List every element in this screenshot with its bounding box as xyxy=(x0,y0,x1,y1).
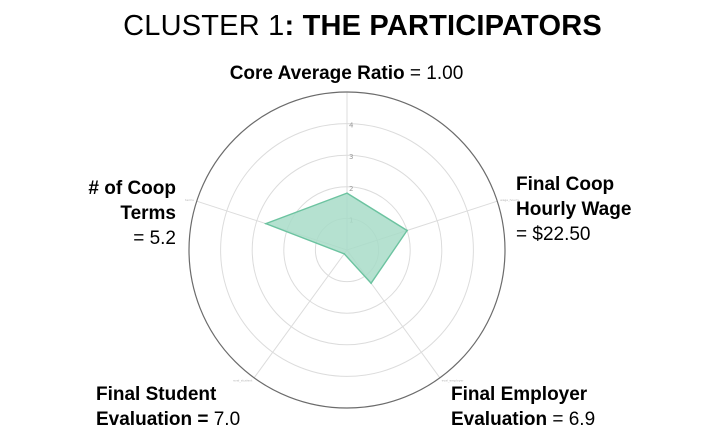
chart-title: CLUSTER 1: THE PARTICIPATORS xyxy=(0,10,725,43)
label-br-line1: Final Employer xyxy=(451,384,588,405)
tick-label-2: 2 xyxy=(349,185,353,193)
label-left-line2: Terms xyxy=(120,203,176,224)
label-right-line3: = $22.50 xyxy=(516,224,591,245)
label-student-evaluation: Final Student Evaluation = 7.0 xyxy=(96,382,240,432)
tick-label-4: 4 xyxy=(349,122,354,130)
label-right-line1: Final Coop xyxy=(516,174,615,195)
label-core-average-ratio: Core Average Ratio = 1.00 xyxy=(0,61,693,86)
label-coop-terms: # of Coop Terms = 5.2 xyxy=(88,176,176,251)
label-bl-line1: Final Student xyxy=(96,384,217,405)
axis-name-eval_student: eval_student xyxy=(233,378,253,382)
label-left-line1: # of Coop xyxy=(88,178,176,199)
label-employer-evaluation: Final Employer Evaluation = 6.9 xyxy=(451,382,595,432)
axis-name-terms: terms xyxy=(185,198,194,202)
title-bold: : THE PARTICIPATORS xyxy=(284,10,602,42)
label-top-value: = 1.00 xyxy=(404,63,464,84)
data-point-eval_student xyxy=(343,253,346,255)
label-bl-line2-value: 7.0 xyxy=(208,409,241,430)
label-bl-line2-bold: Evaluation = xyxy=(96,409,209,430)
title-prefix: CLUSTER 1 xyxy=(123,10,285,42)
outer-ring xyxy=(188,91,506,409)
data-point-eval_employer xyxy=(370,282,372,285)
label-br-line2-value: = 6.9 xyxy=(547,409,596,430)
grid-spoke-eval_student xyxy=(253,249,348,379)
series-polygon-0 xyxy=(263,192,409,285)
tick-label-3: 3 xyxy=(349,153,353,161)
data-point-core xyxy=(346,192,348,194)
axis-name-wage_hourly: wage_hourly xyxy=(500,198,519,202)
axis-name-eval_employer: eval_employer xyxy=(442,378,465,382)
label-right-line2: Hourly Wage xyxy=(516,199,632,220)
label-hourly-wage: Final Coop Hourly Wage = $22.50 xyxy=(516,172,631,247)
label-top-name: Core Average Ratio xyxy=(229,63,405,84)
data-point-wage_hourly xyxy=(406,229,408,232)
data-point-terms xyxy=(265,222,267,225)
label-br-line2-bold: Evaluation xyxy=(451,409,548,430)
label-left-line3: = 5.2 xyxy=(133,228,176,249)
